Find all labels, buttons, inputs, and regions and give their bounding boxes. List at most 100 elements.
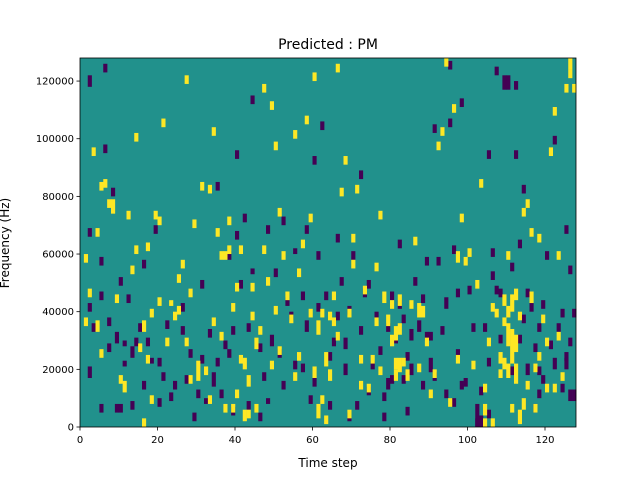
heatmap-cell-low — [258, 343, 263, 353]
heatmap-cell-high — [339, 187, 344, 197]
heatmap-cell-low — [99, 403, 104, 413]
heatmap-cell-low — [211, 372, 216, 378]
heatmap-cell-low — [564, 357, 569, 370]
heatmap-cell-high — [467, 248, 472, 257]
heatmap-cell-low — [494, 285, 499, 295]
heatmap-cell-low — [122, 360, 127, 367]
heatmap-cell-high — [556, 331, 561, 341]
heatmap-cell-high — [370, 354, 375, 364]
heatmap-cell-high — [572, 83, 577, 93]
heatmap-cell-high — [331, 291, 337, 301]
heatmap-cell-high — [277, 207, 282, 217]
heatmap-cell-low — [91, 323, 96, 332]
y-tick-label: 40000 — [42, 307, 74, 318]
heatmap-cell-low — [521, 314, 526, 324]
x-axis: 0 20 40 60 80 100 120 — [77, 427, 555, 446]
x-tick-label: 20 — [151, 435, 164, 446]
heatmap-cell-low — [320, 121, 325, 131]
heatmap-cell-high — [273, 305, 278, 315]
heatmap-cell-low — [467, 285, 472, 295]
heatmap-cell-low — [316, 303, 321, 312]
heatmap-cell-high — [99, 349, 104, 358]
heatmap-cell-high — [126, 210, 131, 220]
heatmap-cell-low — [250, 95, 255, 105]
heatmap-cell-low — [293, 360, 298, 370]
heatmap-cell-high — [366, 383, 371, 393]
heatmap-cell-low — [165, 320, 170, 329]
heatmap-cell-low — [328, 352, 333, 361]
heatmap-cell-low — [479, 386, 484, 396]
heatmap-cell-high — [521, 398, 526, 410]
heatmap-cell-low — [118, 277, 123, 286]
heatmap-cell-high — [517, 409, 523, 425]
heatmap-cell-high — [227, 245, 232, 255]
heatmap-cell-low — [266, 225, 271, 234]
heatmap-cell-low — [87, 303, 92, 312]
heatmap-cell-high — [262, 83, 267, 93]
heatmap-cell-low — [207, 328, 213, 338]
heatmap-cell-low — [227, 251, 232, 260]
heatmap-cell-low — [312, 377, 317, 387]
heatmap-cell-low — [215, 357, 220, 367]
heatmap-cell-high — [269, 101, 275, 110]
heatmap-cell-low — [390, 291, 395, 301]
heatmap-cell-high — [145, 242, 151, 252]
heatmap-cell-low — [525, 288, 530, 298]
heatmap-cell-high — [269, 360, 275, 370]
heatmap-cell-high — [118, 375, 123, 384]
heatmap-cell-high — [223, 403, 228, 413]
heatmap-cell-high — [475, 279, 480, 289]
heatmap-cell-low — [479, 415, 484, 427]
heatmap-cell-low — [405, 352, 410, 361]
plot-frame — [79, 57, 577, 428]
heatmap-cell-low — [173, 380, 178, 390]
heatmap-cell-high — [235, 389, 240, 399]
heatmap-cell-low — [118, 403, 123, 413]
heatmap-cell-low — [545, 251, 550, 260]
heatmap-cell-high — [393, 369, 399, 381]
heatmap-cell-low — [223, 340, 228, 350]
heatmap-cell-high — [533, 403, 538, 413]
heatmap-cell-high — [188, 375, 193, 384]
heatmap-cell-high — [184, 75, 189, 84]
heatmap-cell-high — [293, 130, 298, 139]
heatmap-cell-low — [339, 277, 344, 286]
heatmap-cell-low — [560, 308, 565, 318]
heatmap-cell-low — [99, 291, 104, 301]
heatmap-cell-high — [459, 213, 464, 223]
x-axis-label: Time step — [297, 456, 357, 470]
heatmap-cell-high — [122, 380, 127, 393]
heatmap-cell-high — [328, 311, 333, 321]
heatmap-cell-high — [130, 265, 135, 275]
heatmap-cell-low — [219, 389, 224, 399]
heatmap-cell-high — [401, 357, 406, 367]
heatmap-cell-high — [506, 363, 511, 378]
heatmap-cell-low — [552, 357, 557, 370]
heatmap-cell-high — [316, 403, 321, 419]
heatmap-cell-low — [486, 409, 492, 419]
heatmap-cell-high — [405, 369, 410, 381]
heatmap-cell-high — [514, 334, 519, 353]
heatmap-cell-low — [169, 392, 174, 402]
heatmap-cell-high — [111, 199, 116, 214]
heatmap-cell-high — [347, 308, 352, 318]
y-tick-label: 80000 — [42, 192, 74, 203]
heatmap-cell-low — [572, 389, 577, 402]
heatmap-cell-high — [506, 251, 511, 260]
heatmap-cell-low — [490, 271, 495, 280]
heatmap-cell-high — [180, 259, 185, 269]
heatmap-cell-low — [564, 352, 569, 361]
heatmap-cell-low — [149, 357, 154, 364]
heatmap-cell-high — [510, 328, 515, 364]
heatmap-cell-low — [142, 259, 147, 269]
heatmap-cell-low — [486, 150, 492, 159]
heatmap-cell-low — [366, 279, 371, 289]
heatmap-cell-high — [142, 418, 147, 427]
heatmap-cell-high — [455, 354, 461, 364]
heatmap-cell-low — [246, 401, 251, 410]
heatmap-cell-low — [335, 233, 340, 243]
heatmap-cell-low — [537, 323, 542, 332]
heatmap-cell-low — [285, 297, 290, 306]
heatmap-cell-high — [514, 288, 519, 301]
heatmap-cell-high — [165, 337, 170, 347]
